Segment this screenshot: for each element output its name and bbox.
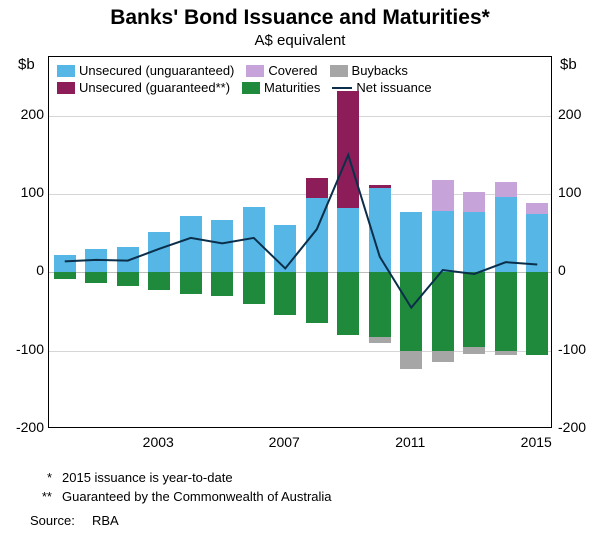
bar-maturities xyxy=(526,272,548,354)
bar-covered xyxy=(495,182,517,198)
y-tick-left: -200 xyxy=(2,419,44,435)
x-label: 2015 xyxy=(521,434,552,450)
bar-maturities xyxy=(243,272,265,303)
bar-unsecured_unguaranteed xyxy=(274,225,296,272)
bar-covered xyxy=(463,192,485,212)
x-tick xyxy=(175,427,176,428)
y-tick-left: 0 xyxy=(2,262,44,278)
y-unit-right: $b xyxy=(560,56,577,73)
bar-maturities xyxy=(463,272,485,346)
legend-item-unsecured_guaranteed: Unsecured (guaranteed**) xyxy=(57,80,230,95)
y-tick-left: 200 xyxy=(2,106,44,122)
legend-swatch xyxy=(242,82,260,94)
bar-unsecured_unguaranteed xyxy=(369,188,391,273)
bar-unsecured_unguaranteed xyxy=(180,216,202,272)
gridline xyxy=(49,116,551,117)
bar-unsecured_unguaranteed xyxy=(211,220,233,272)
legend: Unsecured (unguaranteed) Covered Buybacks U… xyxy=(53,61,436,99)
bar-covered xyxy=(526,203,548,213)
bar-maturities xyxy=(400,272,422,350)
chart-subtitle: A$ equivalent xyxy=(0,32,600,49)
legend-label: Buybacks xyxy=(352,63,408,78)
x-tick xyxy=(301,427,302,428)
y-tick-left: -100 xyxy=(2,341,44,357)
y-unit-left: $b xyxy=(18,56,35,73)
legend-swatch xyxy=(246,65,264,77)
bar-maturities xyxy=(337,272,359,335)
bar-unsecured_unguaranteed xyxy=(85,249,107,272)
legend-label: Covered xyxy=(268,63,317,78)
bar-buybacks xyxy=(369,337,391,343)
footnote1-text: 2015 issuance is year-to-date xyxy=(62,468,233,488)
source-label: Source: xyxy=(30,511,82,531)
x-label: 2011 xyxy=(395,434,425,450)
bar-maturities xyxy=(211,272,233,295)
footnote2-text: Guaranteed by the Commonwealth of Austra… xyxy=(62,487,332,507)
bar-maturities xyxy=(369,272,391,336)
chart-title: Banks' Bond Issuance and Maturities* xyxy=(0,0,600,30)
bar-maturities xyxy=(85,272,107,283)
bar-unsecured_unguaranteed xyxy=(526,214,548,273)
y-tick-right: 0 xyxy=(558,262,600,278)
bar-unsecured_unguaranteed xyxy=(495,197,517,272)
y-tick-left: 100 xyxy=(2,184,44,200)
bar-unsecured_unguaranteed xyxy=(117,247,139,273)
footnote2-mark: ** xyxy=(30,487,52,507)
y-tick-right: 100 xyxy=(558,184,600,200)
bar-buybacks xyxy=(432,351,454,363)
legend-item-buybacks: Buybacks xyxy=(330,63,408,78)
bar-unsecured_unguaranteed xyxy=(432,211,454,272)
legend-item-unsecured_unguaranteed: Unsecured (unguaranteed) xyxy=(57,63,234,78)
chart-area: Unsecured (unguaranteed) Covered Buybacks U… xyxy=(48,56,552,428)
bar-maturities xyxy=(117,272,139,286)
bar-unsecured_unguaranteed xyxy=(463,212,485,272)
footnotes: * 2015 issuance is year-to-date ** Guara… xyxy=(30,468,332,531)
legend-swatch xyxy=(57,65,75,77)
legend-label: Unsecured (unguaranteed) xyxy=(79,63,234,78)
plot-region: Unsecured (unguaranteed) Covered Buybacks U… xyxy=(48,56,552,428)
bar-unsecured_guaranteed xyxy=(306,178,328,198)
legend-label: Net issuance xyxy=(356,80,431,95)
legend-item-maturities: Maturities xyxy=(242,80,320,95)
source-value: RBA xyxy=(92,511,119,531)
y-tick-right: 200 xyxy=(558,106,600,122)
bar-maturities xyxy=(495,272,517,350)
bar-unsecured_guaranteed xyxy=(369,185,391,187)
bar-maturities xyxy=(432,272,454,350)
bar-unsecured_unguaranteed xyxy=(54,255,76,272)
bar-covered xyxy=(432,180,454,211)
legend-swatch xyxy=(57,82,75,94)
chart-container: Banks' Bond Issuance and Maturities* A$ … xyxy=(0,0,600,538)
legend-item-covered: Covered xyxy=(246,63,317,78)
bar-unsecured_unguaranteed xyxy=(148,232,170,273)
bar-unsecured_guaranteed xyxy=(337,91,359,208)
bar-buybacks xyxy=(495,351,517,356)
bar-unsecured_unguaranteed xyxy=(306,198,328,272)
x-label: 2003 xyxy=(143,434,174,450)
bar-maturities xyxy=(306,272,328,323)
y-tick-right: -200 xyxy=(558,419,600,435)
bar-unsecured_unguaranteed xyxy=(243,207,265,273)
footnote1-mark: * xyxy=(30,468,52,488)
bar-maturities xyxy=(148,272,170,289)
bar-unsecured_unguaranteed xyxy=(337,208,359,272)
x-label: 2007 xyxy=(269,434,300,450)
bar-buybacks xyxy=(463,347,485,354)
bar-buybacks xyxy=(400,351,422,369)
legend-swatch xyxy=(330,65,348,77)
legend-swatch xyxy=(332,87,352,89)
bar-maturities xyxy=(54,272,76,278)
y-tick-right: -100 xyxy=(558,341,600,357)
x-tick xyxy=(427,427,428,428)
bar-maturities xyxy=(180,272,202,294)
legend-label: Maturities xyxy=(264,80,320,95)
bar-maturities xyxy=(274,272,296,315)
legend-label: Unsecured (guaranteed**) xyxy=(79,80,230,95)
bar-unsecured_unguaranteed xyxy=(400,212,422,272)
